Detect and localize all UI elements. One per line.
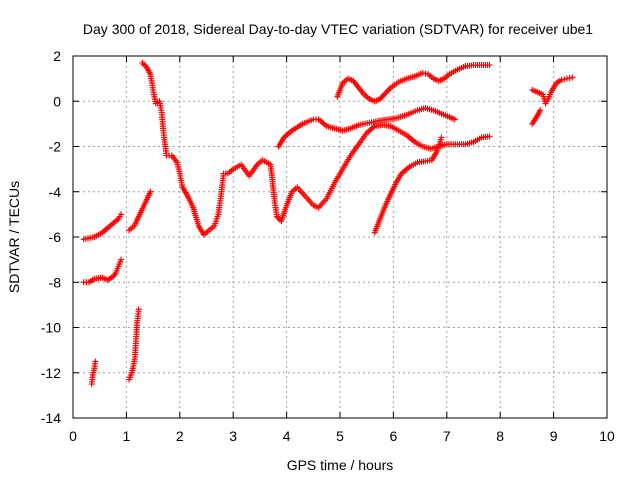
x-tick-label: 7 <box>443 428 451 444</box>
data-point <box>118 211 125 218</box>
data-point <box>486 133 493 140</box>
data-point <box>118 256 125 263</box>
x-tick-label: 3 <box>229 428 237 444</box>
x-tick-label: 9 <box>550 428 558 444</box>
x-tick-label: 5 <box>336 428 344 444</box>
x-tick-label: 6 <box>390 428 398 444</box>
data-point <box>147 188 154 195</box>
y-tick-label: 2 <box>53 48 61 64</box>
chart-title: Day 300 of 2018, Sidereal Day-to-day VTE… <box>83 21 593 37</box>
x-axis-label: GPS time / hours <box>287 457 394 473</box>
grid-lines <box>73 56 607 418</box>
x-tick-labels: 0 1 2 3 4 5 6 7 8 9 10 <box>69 428 615 444</box>
x-tick-label: 2 <box>176 428 184 444</box>
y-axis-label: SDTVAR / TECUs <box>6 181 22 293</box>
x-tick-label: 0 <box>69 428 77 444</box>
y-tick-labels: -14 -12 -10 -8 -6 -4 -2 0 2 <box>41 48 61 426</box>
data-point <box>135 306 142 313</box>
y-tick-label: -12 <box>41 365 61 381</box>
data-point <box>537 107 544 114</box>
x-tick-label: 4 <box>283 428 291 444</box>
y-tick-label: -10 <box>41 320 61 336</box>
data-point <box>451 116 458 123</box>
data-point <box>92 358 99 365</box>
y-tick-label: -14 <box>41 410 61 426</box>
data-point <box>486 62 493 69</box>
y-tick-label: -2 <box>49 139 62 155</box>
data-points <box>80 59 576 388</box>
x-tick-label: 8 <box>496 428 504 444</box>
data-point <box>438 134 445 141</box>
x-tick-label: 1 <box>123 428 131 444</box>
data-point <box>569 74 576 81</box>
y-tick-label: -6 <box>49 229 62 245</box>
y-tick-label: -8 <box>49 274 62 290</box>
axis-ticks <box>72 55 608 419</box>
x-tick-label: 10 <box>599 428 615 444</box>
y-tick-label: 0 <box>53 93 61 109</box>
y-tick-label: -4 <box>49 184 62 200</box>
